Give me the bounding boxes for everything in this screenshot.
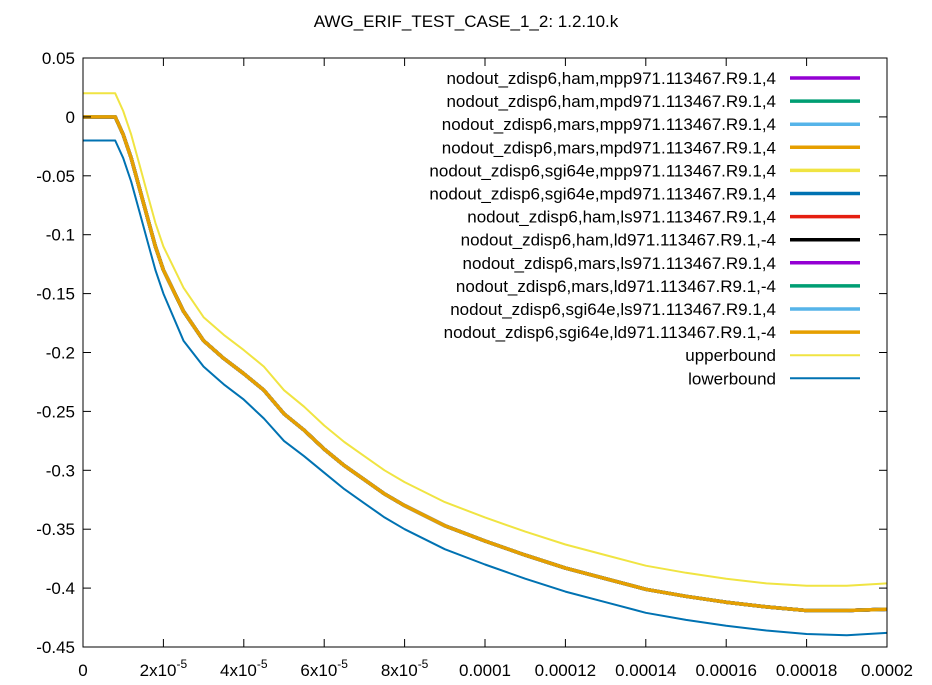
y-tick-label: -0.15 bbox=[36, 285, 75, 304]
x-tick-label: 0.00014 bbox=[615, 661, 676, 680]
legend-label: nodout_zdisp6,ham,ld971.113467.R9.1,-4 bbox=[461, 231, 776, 250]
legend-label: nodout_zdisp6,mars,mpd971.113467.R9.1,4 bbox=[442, 138, 776, 157]
legend-label: nodout_zdisp6,mars,ls971.113467.R9.1,4 bbox=[463, 254, 776, 273]
legend-label: nodout_zdisp6,ham,mpd971.113467.R9.1,4 bbox=[446, 92, 776, 111]
series-layer bbox=[83, 92, 888, 637]
x-tick-label: 2x10-5 bbox=[140, 657, 188, 680]
x-tick-label: 0.00016 bbox=[695, 661, 756, 680]
series-line-13 bbox=[83, 92, 888, 587]
legend-label: nodout_zdisp6,mars,mpp971.113467.R9.1,4 bbox=[442, 115, 776, 134]
legend: nodout_zdisp6,ham,mpp971.113467.R9.1,4no… bbox=[429, 69, 860, 388]
legend-label: nodout_zdisp6,ham,mpp971.113467.R9.1,4 bbox=[446, 69, 776, 88]
x-tick-label: 0.00012 bbox=[535, 661, 596, 680]
y-tick-label: -0.05 bbox=[36, 167, 75, 186]
x-tick-label: 0.0001 bbox=[459, 661, 511, 680]
x-tick-label: 8x10-5 bbox=[381, 657, 429, 680]
y-tick-label: -0.45 bbox=[36, 638, 75, 657]
x-tick-label: 4x10-5 bbox=[220, 657, 268, 680]
y-tick-label: -0.35 bbox=[36, 520, 75, 539]
y-tick-label: -0.4 bbox=[46, 579, 75, 598]
y-tick-label: -0.2 bbox=[46, 344, 75, 363]
chart-title: AWG_ERIF_TEST_CASE_1_2: 1.2.10.k bbox=[314, 12, 619, 31]
legend-label: nodout_zdisp6,sgi64e,ls971.113467.R9.1,4 bbox=[450, 300, 776, 319]
y-tick-label: -0.25 bbox=[36, 402, 75, 421]
x-tick-label: 0 bbox=[78, 661, 87, 680]
legend-label: nodout_zdisp6,mars,ld971.113467.R9.1,-4 bbox=[456, 277, 776, 296]
y-tick-label: 0.05 bbox=[42, 49, 75, 68]
y-tick-label: -0.3 bbox=[46, 461, 75, 480]
x-tick-label: 6x10-5 bbox=[300, 657, 348, 680]
series-line-12 bbox=[83, 115, 888, 613]
legend-label: nodout_zdisp6,sgi64e,ld971.113467.R9.1,-… bbox=[444, 323, 776, 342]
legend-label: nodout_zdisp6,sgi64e,mpd971.113467.R9.1,… bbox=[429, 185, 776, 204]
y-tick-label: -0.1 bbox=[46, 226, 75, 245]
axis-layer: 0.05 0 -0.05 -0.1 -0.15 -0.2 -0.25 -0.3 -0.35 -0.… bbox=[36, 49, 913, 680]
legend-label: upperbound bbox=[685, 346, 776, 365]
y-tick-label: 0 bbox=[66, 108, 75, 127]
x-tick-label: 0.00018 bbox=[776, 661, 837, 680]
legend-label: lowerbound bbox=[688, 369, 776, 388]
x-tick-label: 0.0002 bbox=[861, 661, 913, 680]
series-line-14 bbox=[83, 139, 888, 637]
legend-label: nodout_zdisp6,ham,ls971.113467.R9.1,4 bbox=[467, 208, 776, 227]
legend-label: nodout_zdisp6,sgi64e,mpp971.113467.R9.1,… bbox=[429, 161, 776, 180]
